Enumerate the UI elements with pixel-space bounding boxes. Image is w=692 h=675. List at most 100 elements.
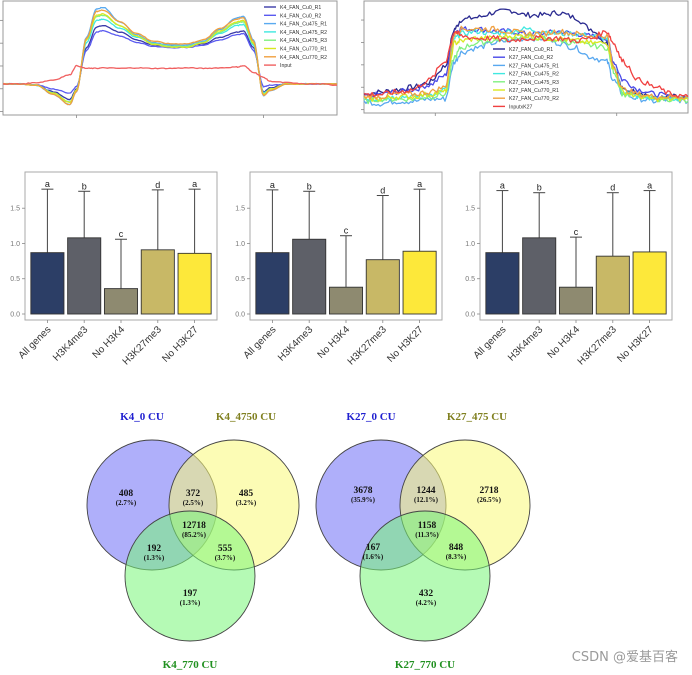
significance-label: c (344, 226, 349, 236)
series-line-k27-fan-cu770-r2 (363, 25, 688, 101)
legend-entry: K4_FAN_Cu475_R2 (280, 30, 327, 36)
venn-count-bc: 848 (449, 543, 464, 553)
venn-pct-bc: (3.7%) (215, 554, 236, 562)
bar-chart-1: 0.0 0.5 1.0 1.5 a All genes b H3K4me3 c No H3K4 d H… (0, 165, 230, 370)
venn-count-b-only: 485 (239, 489, 254, 499)
venn-count-a-only: 3678 (354, 486, 373, 496)
y-tick-label: 0.5 (235, 276, 245, 283)
series-line-inputxk27 (363, 30, 689, 99)
venn-count-bc: 555 (218, 544, 233, 554)
venn-pct-a-only: (2.7%) (116, 499, 137, 507)
bar-chart-1-plot: 0.0 0.5 1.0 1.5 a All genes b H3K4me3 c No H3K4 d H… (10, 171, 218, 367)
venn-count-c-only: 197 (183, 589, 198, 599)
x-tick-label: No H3K4 (91, 324, 128, 361)
venn-pct-c-only: (4.2%) (416, 599, 437, 607)
venn-k27: K27_0 CU K27_475 CU K27_770 CU 3678 (35.9%) 1… (315, 400, 565, 675)
venn-count-b-only: 2718 (480, 486, 499, 496)
significance-label: b (307, 181, 312, 191)
y-tick-label: 1.0 (465, 241, 475, 248)
bar-h3k27me3 (365, 259, 400, 315)
bar-no-h3k4 (328, 286, 364, 315)
bar-no-h3k4 (103, 288, 139, 315)
significance-label: c (119, 229, 124, 239)
legend-entry: K27_FAN_Cu475_R1 (509, 63, 559, 69)
significance-label: d (155, 180, 160, 190)
venn-pct-ac: (1.6%) (363, 553, 384, 561)
x-tick-label: H3K27me3 (346, 324, 389, 367)
significance-label: a (192, 179, 197, 189)
legend-entry: K27_FAN_Cu0_R2 (509, 55, 553, 61)
venn-count-abc: 1158 (418, 521, 437, 531)
venn-pct-c-only: (1.3%) (180, 599, 201, 607)
watermark: CSDN @爱基百客 (571, 650, 678, 665)
venn-pct-bc: (8.3%) (446, 553, 467, 561)
venn-pct-abc: (85.2%) (182, 531, 207, 539)
bar-all-genes (485, 252, 520, 315)
legend-entry: K4_FAN_Cu0_R2 (280, 13, 321, 19)
venn-count-ac: 167 (366, 543, 381, 553)
legend-entry: K27_FAN_Cu475_R2 (509, 72, 559, 78)
venn-set-label: K4_0 CU (120, 411, 164, 423)
y-tick-label: 1.5 (10, 206, 20, 213)
significance-label: b (537, 183, 542, 193)
y-tick-label: 1.5 (235, 206, 245, 213)
legend-entry: K27_FAN_Cu475_R3 (509, 80, 559, 86)
x-tick-label: All genes (17, 324, 54, 361)
significance-label: a (45, 179, 50, 189)
x-tick-label: H3K4me3 (506, 324, 546, 364)
x-tick-label: All genes (472, 324, 509, 361)
venn-k4: K4_0 CU K4_4750 CU K4_770 CU 408 (2.7%) 372 (2… (70, 400, 330, 675)
venn-set-label: K4_4750 CU (216, 411, 276, 423)
legend-entry: InputxK27 (509, 104, 532, 110)
bar-no-h3k27 (632, 251, 667, 315)
legend-entry: Input (280, 63, 292, 69)
bar-no-h3k27 (402, 250, 437, 315)
k27-profile-plot: K27_FAN_Cu0_R1 K27_FAN_Cu0_R2 K27_FAN_Cu47… (361, 0, 689, 116)
venn-count-abc: 12718 (182, 521, 206, 531)
x-tick-label: No H3K27 (615, 324, 656, 365)
bar-chart-2-plot: 0.0 0.5 1.0 1.5 a All genes b H3K4me3 c No H3K4 d H… (235, 171, 443, 367)
venn-set-label: K4_770 CU (163, 659, 218, 671)
venn-k27-plot: K27_0 CU K27_475 CU K27_770 CU 3678(35.9%) 1… (315, 411, 531, 671)
venn-count-ac: 192 (147, 544, 162, 554)
bar-h3k27me3 (140, 249, 175, 315)
legend-entry: K4_FAN_Cu475_R1 (280, 22, 327, 28)
venn-set-label: K27_475 CU (447, 411, 507, 423)
significance-label: b (82, 181, 87, 191)
significance-label: a (500, 181, 505, 191)
significance-label: a (270, 180, 275, 190)
series-line-k4-fan-cu770-r1 (2, 13, 338, 104)
bar-all-genes (255, 252, 290, 315)
series-line-k27-fan-cu0-r1 (363, 8, 689, 102)
significance-label: c (574, 227, 579, 237)
x-tick-label: All genes (242, 324, 279, 361)
significance-label: d (380, 186, 385, 196)
y-tick-label: 1.0 (10, 241, 20, 248)
legend-entry: K27_FAN_Cu770_R2 (509, 96, 559, 102)
bar-chart-3-plot: 0.0 0.5 1.0 1.5 a All genes b H3K4me3 c No H3K4 d H… (465, 171, 673, 367)
bar-h3k4me3 (522, 237, 557, 315)
y-tick-label: 0.5 (10, 276, 20, 283)
bar-all-genes (30, 252, 65, 315)
bar-chart-3: 0.0 0.5 1.0 1.5 a All genes b H3K4me3 c No H3K4 d H… (455, 165, 692, 370)
series-line-k4-fan-cu0-r2 (2, 29, 338, 94)
legend-entry: K27_FAN_Cu770_R1 (509, 88, 559, 94)
venn-pct-b-only: (26.5%) (477, 496, 502, 504)
x-tick-label: No H3K27 (160, 324, 201, 365)
venn-count-a-only: 408 (119, 489, 134, 499)
significance-label: a (417, 179, 422, 189)
k4-profile-plot: K4_FAN_Cu0_R1 K4_FAN_Cu0_R2 K4_FAN_Cu475_R… (0, 0, 338, 118)
venn-set-label: K27_770 CU (395, 659, 455, 671)
legend-entry: K27_FAN_Cu0_R1 (509, 47, 553, 53)
x-tick-label: H3K27me3 (576, 324, 619, 367)
series-line-k4-fan-cu770-r2 (2, 9, 338, 106)
venn-k4-plot: K4_0 CU K4_4750 CU K4_770 CU 408(2.7%) 372(2… (86, 411, 300, 671)
legend-entry: K4_FAN_Cu0_R1 (280, 5, 321, 11)
x-tick-label: H3K4me3 (276, 324, 316, 364)
legend-entry: K4_FAN_Cu770_R2 (280, 55, 327, 61)
y-tick-label: 0.0 (10, 312, 20, 319)
x-tick-label: No H3K27 (385, 324, 426, 365)
y-tick-label: 0.0 (235, 312, 245, 319)
venn-circle-k27-770-cu (359, 510, 491, 642)
venn-count-ab: 372 (186, 489, 201, 499)
